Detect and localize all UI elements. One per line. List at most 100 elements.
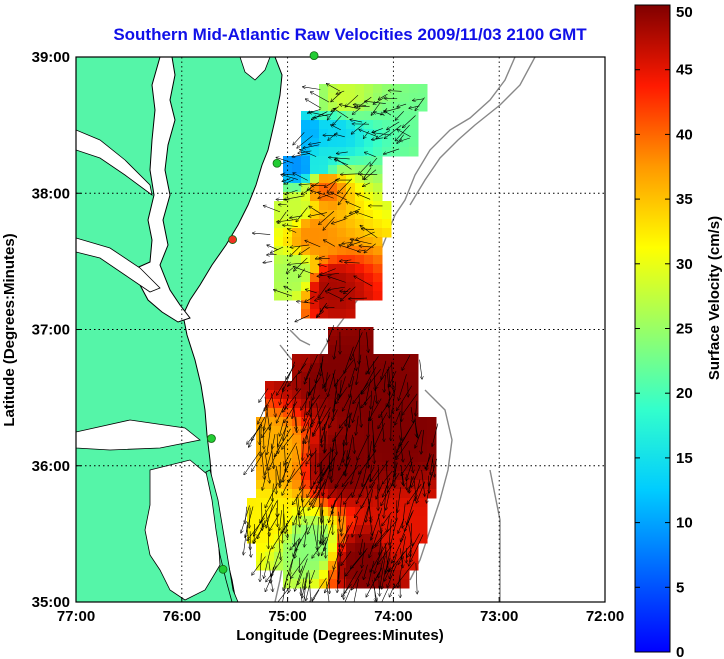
velocity-cell bbox=[274, 237, 284, 247]
velocity-cell bbox=[418, 471, 428, 481]
velocity-cell bbox=[328, 237, 338, 247]
velocity-cell bbox=[274, 228, 284, 238]
current-vector bbox=[312, 577, 327, 600]
velocity-cell bbox=[400, 408, 410, 418]
current-vector bbox=[279, 419, 285, 436]
velocity-cell bbox=[364, 192, 374, 202]
station-marker[interactable] bbox=[218, 564, 228, 574]
velocity-cell bbox=[346, 129, 356, 139]
velocity-cell bbox=[274, 435, 284, 445]
velocity-cell bbox=[418, 525, 428, 535]
velocity-cell bbox=[364, 219, 374, 229]
current-vector bbox=[300, 495, 305, 522]
current-vector bbox=[320, 302, 328, 312]
velocity-cell bbox=[355, 255, 365, 265]
velocity-cell bbox=[337, 462, 347, 472]
velocity-cell bbox=[274, 462, 284, 472]
velocity-cell bbox=[409, 372, 419, 382]
colorbar-tick-label: 35 bbox=[676, 191, 693, 208]
current-vector bbox=[329, 157, 350, 159]
velocity-cell bbox=[355, 507, 365, 517]
current-vector bbox=[314, 467, 325, 485]
velocity-cell bbox=[337, 471, 347, 481]
current-vector bbox=[368, 410, 370, 438]
velocity-cell bbox=[274, 399, 284, 409]
velocity-cell bbox=[364, 516, 374, 526]
velocity-cell bbox=[382, 399, 392, 409]
velocity-cell bbox=[319, 534, 329, 544]
velocity-cell bbox=[409, 84, 419, 94]
current-vector bbox=[328, 369, 336, 397]
current-vector bbox=[320, 268, 336, 275]
current-vector bbox=[408, 450, 413, 472]
velocity-cell bbox=[364, 84, 374, 94]
velocity-cell bbox=[355, 165, 365, 175]
current-vector bbox=[302, 188, 312, 194]
current-vector bbox=[339, 412, 353, 428]
velocity-cell bbox=[310, 390, 320, 400]
current-vector bbox=[331, 481, 349, 508]
current-vector bbox=[373, 112, 385, 116]
velocity-cell bbox=[319, 219, 329, 229]
velocity-cell bbox=[319, 363, 329, 373]
velocity-cell bbox=[355, 219, 365, 229]
velocity-cell bbox=[292, 489, 302, 499]
current-vector bbox=[293, 132, 305, 144]
current-vector bbox=[351, 548, 368, 568]
station-marker[interactable] bbox=[272, 158, 282, 168]
velocity-cell bbox=[328, 246, 338, 256]
velocity-cell bbox=[409, 516, 419, 526]
current-vector bbox=[419, 359, 422, 379]
current-vector bbox=[425, 454, 432, 468]
velocity-cell bbox=[337, 291, 347, 301]
current-vector bbox=[350, 239, 372, 245]
station-marker[interactable] bbox=[207, 434, 216, 443]
current-vector bbox=[341, 174, 360, 175]
velocity-cell bbox=[310, 579, 320, 589]
current-vector bbox=[305, 570, 309, 589]
velocity-cell bbox=[337, 453, 347, 463]
james-river bbox=[76, 237, 161, 293]
current-vector bbox=[382, 573, 386, 588]
current-vector bbox=[402, 503, 406, 527]
velocity-cell bbox=[310, 174, 320, 184]
current-vector bbox=[320, 363, 325, 386]
current-vector bbox=[363, 167, 372, 180]
velocity-cell bbox=[400, 444, 410, 454]
velocity-cell bbox=[319, 498, 329, 508]
velocity-cell bbox=[373, 255, 383, 265]
current-vector bbox=[361, 229, 375, 230]
velocity-cell bbox=[427, 480, 437, 490]
velocity-cell bbox=[274, 453, 284, 463]
current-vector bbox=[310, 92, 330, 103]
velocity-cell bbox=[310, 354, 320, 364]
velocity-cell bbox=[373, 579, 383, 589]
current-vector bbox=[372, 128, 384, 132]
velocity-cell bbox=[301, 354, 311, 364]
velocity-cell bbox=[310, 525, 320, 535]
current-vector bbox=[369, 398, 382, 421]
velocity-cell bbox=[427, 462, 437, 472]
current-vector bbox=[350, 332, 363, 360]
velocity-cell bbox=[346, 147, 356, 157]
velocity-cell bbox=[310, 165, 320, 175]
current-vector bbox=[334, 340, 338, 359]
velocity-cell bbox=[382, 516, 392, 526]
velocity-cell bbox=[292, 174, 302, 184]
current-vector bbox=[339, 376, 346, 397]
velocity-cell bbox=[373, 426, 383, 436]
current-vector bbox=[293, 404, 296, 430]
velocity-cell bbox=[364, 174, 374, 184]
current-vector bbox=[310, 480, 327, 504]
current-vector bbox=[415, 429, 422, 448]
current-vector bbox=[306, 394, 320, 415]
velocity-cell bbox=[364, 462, 374, 472]
velocity-cell bbox=[355, 138, 365, 148]
velocity-cell bbox=[310, 246, 320, 256]
velocity-cell bbox=[310, 219, 320, 229]
current-vector bbox=[303, 437, 304, 460]
station-marker[interactable] bbox=[228, 235, 237, 244]
station-marker[interactable] bbox=[309, 51, 319, 61]
current-vector bbox=[344, 211, 359, 217]
